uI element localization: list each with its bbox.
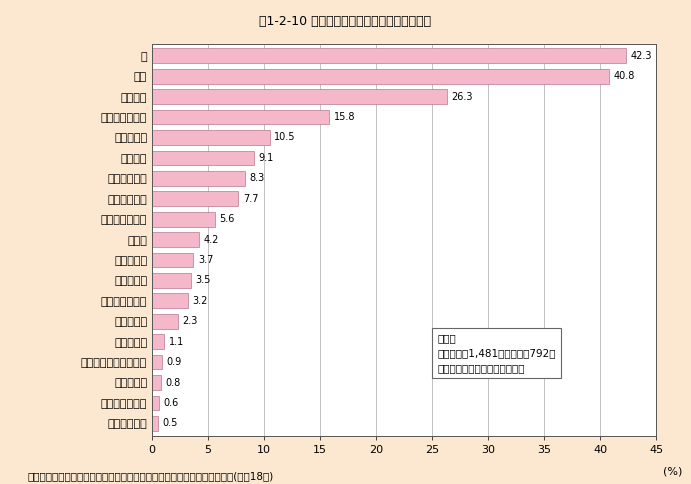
Bar	[152, 171, 245, 186]
Text: 4.2: 4.2	[204, 235, 219, 244]
Text: 0.9: 0.9	[167, 357, 182, 367]
Bar	[152, 110, 329, 124]
Bar	[152, 293, 188, 308]
Bar	[152, 416, 158, 431]
Text: 40.8: 40.8	[614, 71, 635, 81]
Text: 0.5: 0.5	[162, 418, 178, 428]
Bar	[152, 130, 269, 145]
Bar	[152, 375, 161, 390]
Bar	[152, 151, 254, 165]
Bar	[152, 253, 193, 267]
Text: 7.7: 7.7	[243, 194, 258, 204]
Text: 資料：内閣府「世帯類型に応じた高齢者の生活実態等に関する意識調査」(平成18年): 資料：内閣府「世帯類型に応じた高齢者の生活実態等に関する意識調査」(平成18年)	[28, 471, 274, 482]
Bar	[152, 355, 162, 369]
Bar	[152, 191, 238, 206]
Text: 10.5: 10.5	[274, 133, 296, 142]
Bar	[152, 273, 191, 288]
Text: 26.3: 26.3	[451, 91, 473, 102]
Bar	[152, 212, 215, 227]
Text: 3.5: 3.5	[196, 275, 211, 286]
Text: 15.8: 15.8	[334, 112, 355, 122]
Text: 3.2: 3.2	[192, 296, 208, 306]
Bar	[152, 395, 159, 410]
Bar	[152, 69, 609, 84]
Text: 0.6: 0.6	[163, 398, 178, 408]
Text: 2.3: 2.3	[182, 316, 198, 326]
Bar	[152, 232, 199, 247]
Text: (%): (%)	[663, 466, 683, 476]
Text: 0.8: 0.8	[165, 378, 181, 388]
Text: 図1-2-10 一人暮らし高齢者の緊急時の連絡先: 図1-2-10 一人暮らし高齢者の緊急時の連絡先	[259, 15, 432, 28]
Text: （注）
・回答計＝1,481（回答者数792）
・選択肢の中から３つまで回答: （注） ・回答計＝1,481（回答者数792） ・選択肢の中から３つまで回答	[437, 333, 556, 373]
Text: 42.3: 42.3	[631, 51, 652, 61]
Text: 5.6: 5.6	[219, 214, 235, 224]
Text: 3.7: 3.7	[198, 255, 214, 265]
Text: 1.1: 1.1	[169, 337, 184, 347]
Bar	[152, 334, 164, 349]
Text: 8.3: 8.3	[249, 173, 265, 183]
Bar	[152, 48, 626, 63]
Bar	[152, 90, 447, 104]
Bar	[152, 314, 178, 329]
Text: 9.1: 9.1	[258, 153, 274, 163]
